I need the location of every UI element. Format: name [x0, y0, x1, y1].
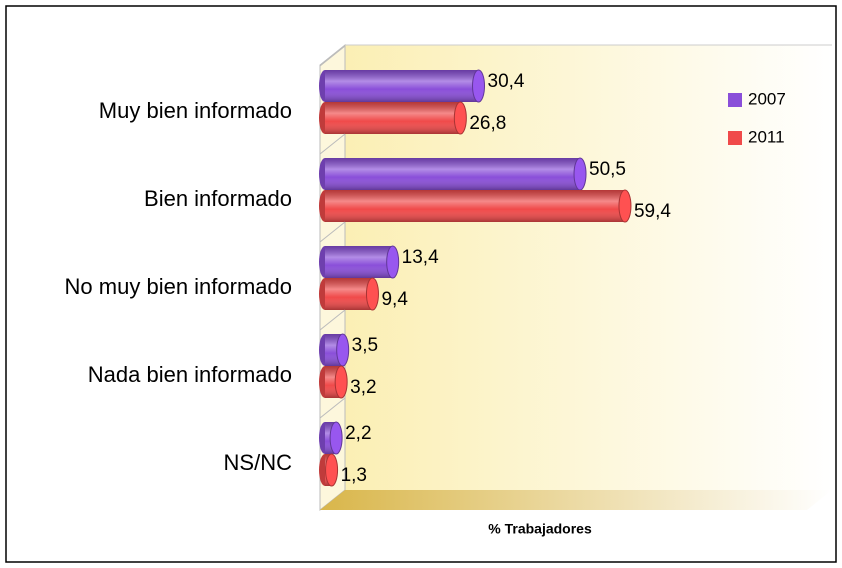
- bar-cap: [334, 365, 348, 399]
- bar-cap: [453, 101, 467, 135]
- bar-cap: [386, 245, 400, 279]
- legend-label: 2011: [748, 127, 785, 146]
- bar-cap: [618, 189, 632, 223]
- category-label: NS/NC: [224, 450, 293, 475]
- category-label: Muy bien informado: [99, 98, 292, 123]
- bar-shine: [325, 278, 373, 310]
- bar-cap: [336, 333, 350, 367]
- band-divider: [319, 221, 346, 243]
- category-label: No muy bien informado: [65, 274, 292, 299]
- value-label: 3,5: [352, 335, 378, 356]
- bar-cap: [472, 69, 486, 103]
- value-label: 50,5: [589, 159, 626, 180]
- bar-shine: [325, 70, 479, 102]
- band-divider: [319, 309, 346, 331]
- band-divider: [319, 133, 346, 155]
- x-axis-label: % Trabajadores: [488, 521, 592, 537]
- floor: [320, 490, 832, 510]
- bar-cap: [329, 421, 343, 455]
- value-label: 2,2: [345, 423, 371, 444]
- bar-shine: [325, 246, 393, 278]
- category-label: Bien informado: [144, 186, 292, 211]
- value-label: 13,4: [402, 247, 439, 268]
- value-label: 26,8: [469, 113, 506, 134]
- value-label: 30,4: [488, 71, 525, 92]
- bar-cap: [365, 277, 379, 311]
- band-divider: [319, 397, 346, 419]
- legend-swatch: [728, 93, 742, 107]
- legend-label: 2007: [748, 89, 786, 108]
- bar-shine: [325, 158, 581, 190]
- value-label: 9,4: [381, 289, 408, 310]
- category-label: Nada bien informado: [88, 362, 292, 387]
- band-divider: [319, 45, 346, 67]
- bar-cap: [573, 157, 587, 191]
- bar-cap: [325, 453, 339, 487]
- legend-swatch: [728, 131, 742, 145]
- value-label: 3,2: [350, 377, 376, 398]
- bar-shine: [325, 102, 461, 134]
- value-label: 1,3: [341, 465, 367, 486]
- back-wall: [345, 45, 832, 490]
- bar-shine: [325, 190, 625, 222]
- value-label: 59,4: [634, 201, 671, 222]
